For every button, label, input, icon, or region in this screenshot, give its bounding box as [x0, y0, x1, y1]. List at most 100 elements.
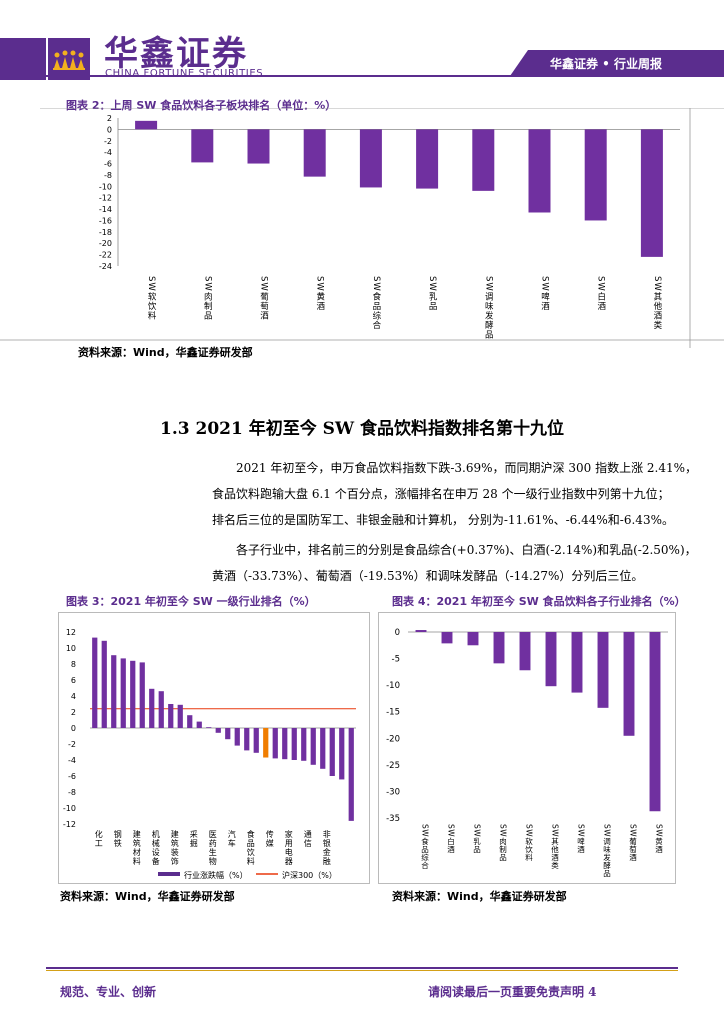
chart2-x-label: SW其他酒类	[652, 276, 662, 330]
chart3-bar	[120, 658, 126, 728]
chart2-x-label: SW肉制品	[202, 276, 212, 320]
chart3-x-label: 采掘	[189, 829, 198, 848]
chart3-y-tick-label: -12	[63, 820, 76, 829]
chart3-y-tick-label: 12	[66, 628, 76, 637]
chart3-x-label: 建筑装饰	[170, 829, 179, 866]
chart4-x-label: SW肉制品	[499, 824, 508, 862]
chart3-bar	[168, 704, 174, 728]
chart3-bar	[282, 728, 288, 760]
chart3-bar	[339, 728, 345, 780]
chart2-bar	[416, 129, 439, 189]
chart3-y-tick-label: 10	[66, 644, 76, 653]
chart4-x-label: SW乳品	[472, 824, 481, 854]
chart3-y-tick-label: -8	[68, 788, 76, 797]
chart3-svg: 12 10 8 6 4 2 0 -2 -4 -6 -8 -10 -12 化工 钢铁 建筑材料 机械设备 建筑装饰 采…	[58, 612, 370, 884]
header-tab-text: 华鑫证券 • 行业周报	[550, 57, 663, 71]
chart2-y-tick-label: 0	[107, 125, 112, 134]
footer-disclaimer: 请阅读最后一页重要免责声明 4	[428, 985, 597, 999]
chart2-x-label: SW食品综合	[371, 276, 381, 330]
chart3-x-label: 传媒	[265, 829, 274, 848]
chart3-source: 资料来源：Wind，华鑫证券研发部	[60, 890, 235, 903]
chart4-bar	[441, 632, 453, 644]
chart4-x-label: SW食品综合	[420, 824, 429, 870]
chart3-bar	[149, 688, 155, 728]
chart2-y-tick-label: -24	[99, 262, 112, 271]
chart3-bar	[253, 728, 259, 753]
chart3-bar	[187, 715, 193, 728]
chart4-bar	[415, 630, 427, 632]
chart3-y-tick-label: -4	[68, 756, 76, 765]
chart2-x-label: SW乳品	[427, 276, 437, 311]
chart3-bar	[244, 728, 250, 751]
chart2-x-label: SW白酒	[596, 276, 606, 311]
chart4-bar	[597, 632, 609, 708]
chart3-bar	[139, 662, 145, 728]
chart2-title: 图表 2：上周 SW 食品饮料各子板块排名（单位：%）	[66, 99, 337, 112]
chart4-y-tick-label: 0	[395, 628, 400, 638]
chart3-bar	[348, 728, 354, 821]
chart3-bar	[177, 704, 183, 728]
chart2-y-tick-label: -14	[99, 205, 112, 214]
chart3-bar	[329, 728, 335, 776]
chart2-x-label: SW葡萄酒	[259, 276, 269, 320]
chart3-bar	[130, 660, 136, 728]
chart4-x-label: SW调味发酵品	[602, 824, 611, 878]
chart2-bar	[135, 120, 158, 130]
chart3-bar	[215, 728, 221, 733]
chart3-bar	[158, 691, 164, 728]
logo-mark-icon	[48, 38, 90, 80]
chart3-x-label: 建筑材料	[132, 829, 141, 866]
chart3-bar	[263, 728, 269, 758]
chart3-x-label: 汽车	[227, 829, 236, 848]
paragraph-1-line-2: 食品饮料跑输大盘 6.1 个百分点，涨幅排名在申万 28 个一级行业指数中列第十…	[212, 487, 670, 501]
chart2-y-tick-label: -10	[99, 182, 112, 191]
chart4-title: 图表 4：2021 年初至今 SW 食品饮料各子行业排名（%）	[392, 595, 686, 608]
chart3-x-label: 通信	[303, 829, 312, 848]
chart3-x-label: 家用电器	[284, 829, 293, 866]
chart3-bar	[225, 728, 231, 740]
chart3-bar	[234, 728, 240, 746]
paragraph-1-line-3: 排名后三位的是国防军工、非银金融和计算机， 分别为-11.61%、-6.44%和…	[212, 513, 674, 527]
header-left-bar	[0, 38, 46, 80]
chart2-y-tick-label: 2	[107, 114, 112, 123]
header-tab	[510, 50, 724, 76]
header-divider	[46, 75, 724, 77]
chart4-y-tick-label: -5	[392, 655, 400, 665]
footer-divider-accent	[46, 970, 678, 971]
chart3-y-tick-label: -2	[68, 740, 76, 749]
chart2-bar	[584, 129, 607, 221]
chart2-svg: 2 0 -2 -4 -6 -8 -10 -12 -14 -16 -18 -20 -22 -24 SW软饮料 S…	[0, 108, 724, 348]
chart4-x-label: SW其他酒类	[550, 824, 559, 870]
chart4-x-label: SW白酒	[446, 824, 455, 854]
chart3-bar	[92, 637, 98, 728]
logo-subtext: CHINA FORTUNE SECURITIES	[105, 68, 264, 79]
chart3-bar	[111, 655, 117, 728]
chart2-y-tick-label: -12	[99, 194, 112, 203]
chart4-bar	[545, 632, 557, 687]
paragraph-2-line-1: 各子行业中，排名前三的分别是食品综合(+0.37%)、白酒(-2.14%)和乳品…	[236, 543, 697, 557]
chart4-x-label: SW啤酒	[576, 824, 585, 854]
footer-slogan: 规范、专业、创新	[60, 985, 157, 999]
chart3-legend-line-label: 沪深300（%）	[282, 870, 337, 880]
chart4-x-label: SW葡萄酒	[628, 824, 637, 862]
chart3-x-label: 非银金融	[322, 829, 331, 866]
chart3-frame	[58, 612, 370, 884]
chart2-y-tick-label: -20	[99, 239, 112, 248]
chart3-bar	[272, 728, 278, 759]
chart4-bar	[493, 632, 505, 664]
chart4-bar	[467, 632, 479, 646]
chart2-y-tick-label: -2	[104, 137, 112, 146]
chart4-y-tick-label: -25	[386, 761, 400, 771]
paragraph-1-line-1: 2021 年初至今，申万食品饮料指数下跌-3.69%，而同期沪深 300 指数上…	[236, 461, 698, 475]
chart2-y-tick-label: -4	[104, 148, 112, 157]
chart3-bar	[291, 728, 297, 760]
chart3-y-tick-label: 0	[71, 724, 76, 733]
chart4-y-tick-label: -35	[386, 814, 400, 824]
chart3-y-tick-label: 4	[71, 692, 76, 701]
chart4-y-tick-label: -15	[386, 708, 400, 718]
chart2-bar	[303, 129, 326, 177]
chart3-x-label: 化工	[94, 829, 103, 848]
chart4-frame	[378, 612, 676, 884]
chart2-x-label: SW调味发酵品	[483, 276, 493, 339]
chart3-x-label: 机械设备	[151, 829, 160, 866]
